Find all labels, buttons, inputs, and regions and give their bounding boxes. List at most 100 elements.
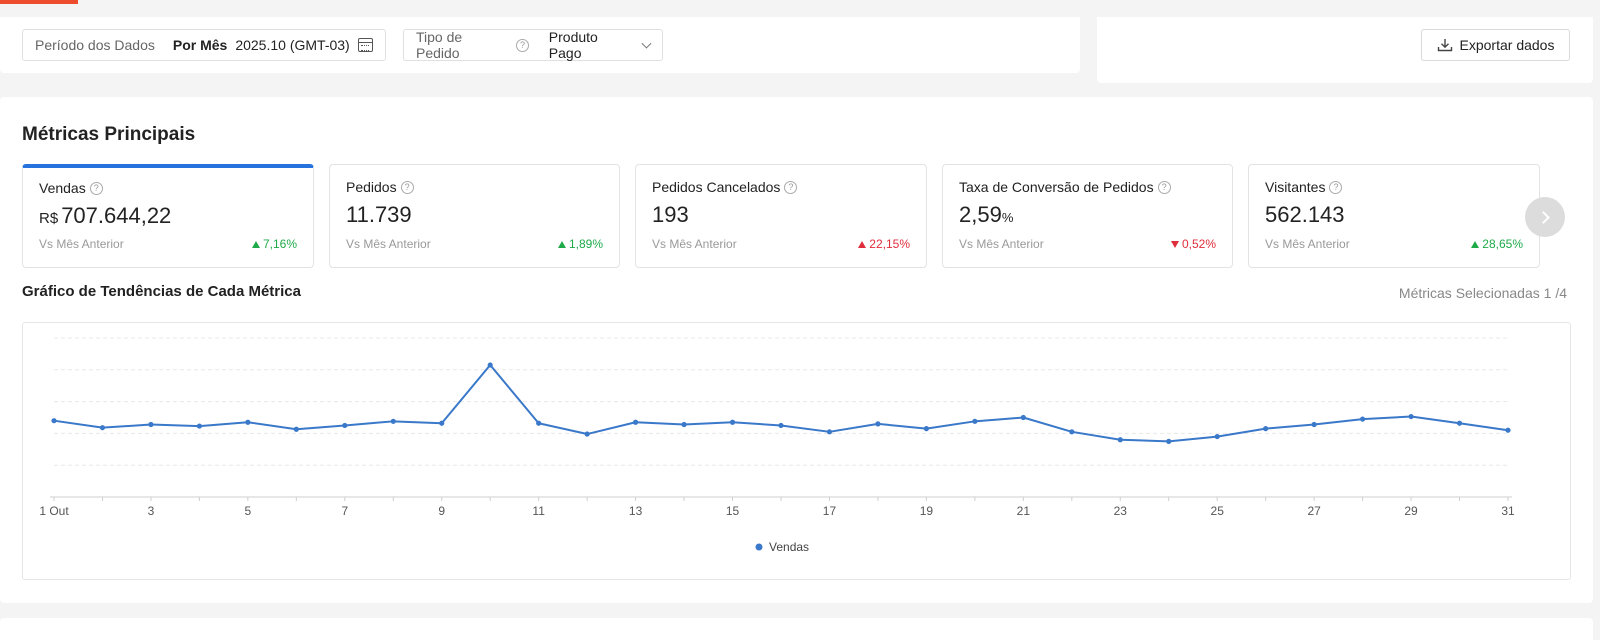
x-tick-label: 25: [1211, 504, 1225, 518]
x-tick-label: 21: [1017, 504, 1031, 518]
data-point: [196, 423, 202, 429]
x-tick-label: 29: [1404, 504, 1418, 518]
comparison-label: Vs Mês Anterior: [346, 237, 431, 251]
change-text: 28,65%: [1482, 237, 1523, 251]
data-point: [584, 431, 590, 437]
data-point: [536, 420, 542, 426]
comparison-label: Vs Mês Anterior: [652, 237, 737, 251]
change-value: 22,15%: [858, 237, 910, 251]
data-point: [681, 421, 687, 428]
metric-value-text: 11.739: [346, 202, 412, 227]
next-metrics-button[interactable]: [1525, 197, 1565, 237]
change-text: 7,16%: [262, 237, 297, 251]
x-tick-label: 15: [726, 504, 740, 518]
legend-marker: [755, 543, 763, 551]
metric-value: 2,59%: [959, 202, 1216, 228]
legend-label: Vendas: [769, 540, 809, 554]
download-icon: [1437, 39, 1452, 52]
x-tick-label: 31: [1501, 504, 1515, 518]
export-label: Exportar dados: [1459, 37, 1555, 53]
period-mode: Por Mês: [172, 37, 228, 53]
order-type-select[interactable]: Tipo de Pedido ? Produto Pago: [403, 29, 663, 61]
metric-comparison: Vs Mês Anterior 7,16%: [39, 237, 297, 251]
data-point: [1456, 420, 1463, 426]
x-tick-label: 9: [438, 504, 445, 518]
active-nav-indicator: [0, 0, 78, 4]
selected-metrics-count: Métricas Selecionadas 1 /4: [1398, 285, 1567, 301]
metric-value: 562.143: [1265, 202, 1523, 228]
data-point: [1408, 413, 1414, 420]
metric-name-text: Taxa de Conversão de Pedidos: [959, 179, 1154, 195]
data-point: [1069, 429, 1075, 435]
x-tick-label: 13: [629, 504, 643, 518]
period-label: Período dos Dados: [35, 37, 155, 53]
metric-value-text: 707.644,22: [61, 203, 172, 228]
metric-name: Taxa de Conversão de Pedidos?: [959, 179, 1216, 195]
help-icon[interactable]: ?: [516, 38, 529, 52]
metric-name: Vendas?: [39, 180, 297, 196]
data-point: [342, 422, 348, 429]
metric-card[interactable]: Taxa de Conversão de Pedidos? 2,59% Vs Mês…: [942, 164, 1233, 268]
x-tick-label: 27: [1307, 504, 1321, 518]
period-selector[interactable]: Período dos Dados Por Mês 2025.10 (GMT-0…: [22, 29, 386, 61]
metric-comparison: Vs Mês Anterior 28,65%: [1265, 237, 1523, 251]
metric-name-text: Pedidos: [346, 179, 397, 195]
data-point: [1263, 426, 1269, 432]
change-text: 0,52%: [1181, 237, 1216, 251]
triangle-up-icon: [251, 241, 260, 248]
metric-name-text: Visitantes: [1265, 179, 1326, 195]
metric-value: 193: [652, 202, 910, 228]
data-point: [1166, 438, 1172, 444]
metric-name: Pedidos Cancelados?: [652, 179, 910, 195]
export-button[interactable]: Exportar dados: [1421, 29, 1570, 61]
x-tick-label: 7: [341, 504, 348, 518]
help-icon[interactable]: ?: [400, 180, 414, 194]
metric-value: 11.739: [346, 202, 603, 228]
trend-chart: 1 Out 3 5 7 9 11 13 15 17 19 21 23 25 27 29 31 Vendas: [22, 322, 1571, 580]
trend-chart-title: Gráfico de Tendências de Cada Métrica: [22, 283, 301, 300]
data-point: [923, 426, 930, 432]
help-icon[interactable]: ?: [1157, 180, 1171, 194]
data-point: [1214, 433, 1220, 440]
comparison-label: Vs Mês Anterior: [1265, 237, 1350, 251]
triangle-down-icon: [1170, 241, 1179, 248]
data-point: [1117, 437, 1123, 443]
data-point: [875, 421, 881, 427]
metric-comparison: Vs Mês Anterior 1,89%: [346, 237, 603, 251]
metric-card[interactable]: Vendas? R$ 707.644,22 Vs Mês Anterior 7,16%: [22, 164, 314, 268]
x-tick-label: 23: [1114, 504, 1128, 518]
x-tick-label: 3: [148, 504, 155, 518]
data-point: [1311, 421, 1317, 428]
help-icon[interactable]: ?: [89, 181, 103, 195]
data-point: [293, 426, 299, 432]
data-point: [972, 418, 978, 424]
metric-card[interactable]: Visitantes? 562.143 Vs Mês Anterior 28,65%: [1248, 164, 1540, 268]
calendar-icon[interactable]: [358, 38, 373, 52]
metric-value-text: 193: [652, 202, 689, 227]
chevron-down-icon: [641, 38, 652, 48]
comparison-label: Vs Mês Anterior: [959, 237, 1044, 251]
next-section-panel: [0, 618, 1593, 640]
change-value: 0,52%: [1170, 237, 1216, 251]
metric-name-text: Pedidos Cancelados: [652, 179, 781, 195]
metric-card[interactable]: Pedidos Cancelados? 193 Vs Mês Anterior 22,…: [635, 164, 927, 268]
data-point: [487, 362, 493, 368]
data-point: [729, 419, 736, 425]
help-icon[interactable]: ?: [1329, 180, 1343, 194]
metric-name: Pedidos?: [346, 179, 603, 195]
metric-value-text: 2,59: [959, 202, 1002, 227]
data-point: [633, 419, 639, 425]
triangle-up-icon: [858, 241, 867, 248]
x-tick-label: 19: [920, 504, 934, 518]
change-value: 1,89%: [557, 237, 603, 251]
metric-comparison: Vs Mês Anterior 22,15%: [652, 237, 910, 251]
data-point: [439, 420, 445, 426]
x-tick-label: 5: [245, 504, 252, 518]
metric-name-text: Vendas: [39, 180, 86, 196]
help-icon[interactable]: ?: [784, 180, 798, 194]
metric-card[interactable]: Pedidos? 11.739 Vs Mês Anterior 1,89%: [329, 164, 620, 268]
order-type-label: Tipo de Pedido: [416, 29, 463, 61]
section-title: Métricas Principais: [22, 124, 196, 145]
chevron-right-icon: [1536, 210, 1550, 224]
data-point: [826, 429, 833, 435]
